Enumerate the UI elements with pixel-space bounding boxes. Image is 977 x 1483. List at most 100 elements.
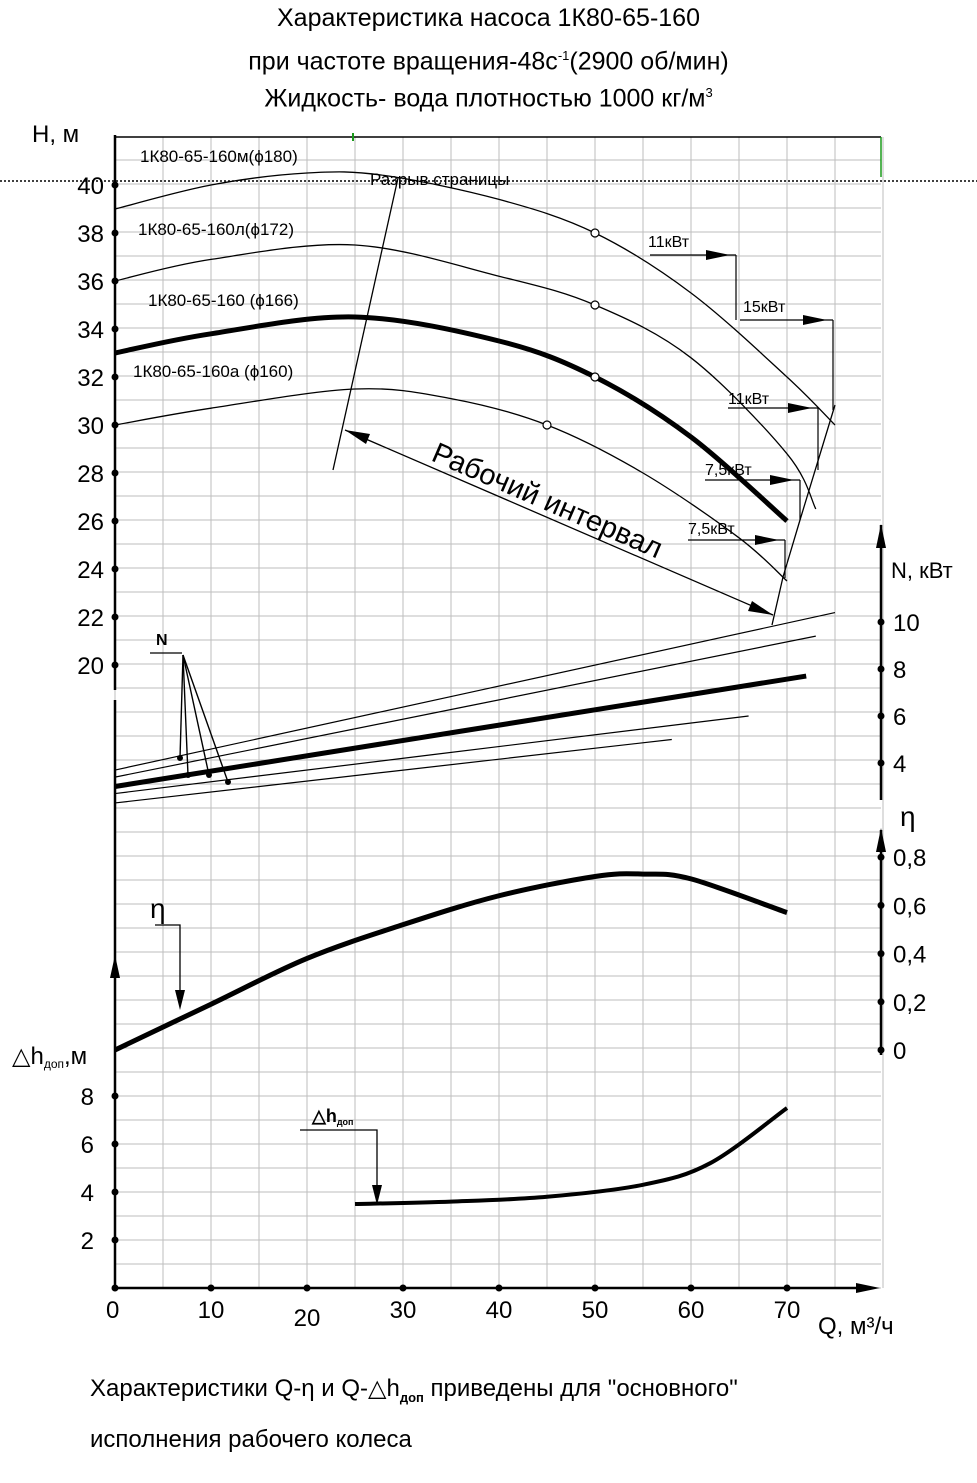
n-leader-line <box>182 654 189 776</box>
title-line3-sup: 3 <box>705 85 713 100</box>
power-leader-arrow <box>770 475 794 485</box>
h-tick-label: 36 <box>77 269 104 296</box>
dh-tick <box>111 1140 119 1148</box>
eta-tick-label: 0 <box>893 1038 906 1065</box>
dh-tick-label: 4 <box>81 1180 94 1207</box>
dh-axis-label: △hдоп,м <box>12 1043 87 1071</box>
title-line2-rest: (2900 об/мин) <box>569 47 729 76</box>
h-tick <box>111 469 119 477</box>
n-tick <box>877 712 885 720</box>
page-break-label: Разрыв страницы <box>370 170 509 189</box>
n-tick <box>877 759 885 767</box>
n-tick-label: 10 <box>893 610 920 637</box>
q-tick-label: 70 <box>774 1297 801 1324</box>
n-leader-line <box>179 654 184 759</box>
h-tick-label: 30 <box>77 413 104 440</box>
power-leader-arrow <box>706 250 730 260</box>
q-tick-label: 50 <box>582 1297 609 1324</box>
h-curve <box>114 388 788 582</box>
q-tick-label: 10 <box>198 1297 225 1324</box>
dh-curve-label: △hдоп <box>311 1106 354 1127</box>
eta-curve <box>113 871 788 1053</box>
dh-leader-line <box>300 1129 378 1190</box>
chart-title-line3: Жидкость- вода плотностью 1000 кг/м3 <box>0 77 977 114</box>
q-tick-label: 20 <box>294 1305 321 1332</box>
footer-line1-text: Характеристики Q-η и Q- <box>90 1375 369 1402</box>
n-curve-label: N <box>156 632 168 649</box>
h-tick-label: 26 <box>77 509 104 536</box>
n-axis-arrow <box>876 524 886 548</box>
dh-tick <box>111 1236 119 1244</box>
h-curve-label: 1К80-65-160 (ϕ166) <box>148 291 299 310</box>
working-interval-arrowhead <box>345 430 370 444</box>
title-line3-text: Жидкость- вода плотностью 1000 кг/м <box>264 84 706 113</box>
power-leader-arrow <box>755 535 779 545</box>
working-interval-arrowhead <box>748 601 773 615</box>
n-leader-tip <box>185 772 191 778</box>
h-tick-label: 22 <box>77 605 104 632</box>
n-tick <box>877 618 885 626</box>
footer-dh-symbol: △h <box>368 1375 400 1402</box>
footer-dh-sub: доп <box>399 1389 424 1405</box>
eta-tick <box>877 1046 885 1054</box>
dh-axis-unit: ,м <box>64 1043 87 1070</box>
footer-line1-rest: приведены для "основного" <box>423 1375 738 1402</box>
eta-tick <box>877 950 885 958</box>
h-tick <box>111 565 119 573</box>
q-tick <box>207 1284 215 1292</box>
h-tick-label: 20 <box>77 653 104 680</box>
h-tick-label: 40 <box>77 173 104 200</box>
n-curve <box>114 612 836 771</box>
operating-point-marker <box>590 372 600 382</box>
power-label: 15кВт <box>743 299 786 316</box>
n-leader-line <box>182 654 229 783</box>
h-tick <box>111 181 119 189</box>
dh-axis-sub: доп <box>44 1057 64 1071</box>
chart-title-line1: Характеристика насоса 1К80-65-160 <box>277 4 700 32</box>
chart-title-line2: при частоте вращения-48с-1(2900 об/мин) <box>0 40 977 77</box>
n-leader-tip <box>225 779 231 785</box>
q-tick <box>495 1284 503 1292</box>
q-tick-label: 30 <box>390 1297 417 1324</box>
h-curve <box>114 171 836 426</box>
eta-leader-arrow <box>175 990 185 1010</box>
q-tick <box>783 1284 791 1292</box>
power-leader-arrow <box>788 403 812 413</box>
h-tick <box>111 517 119 525</box>
n-axis-label: N, кВт <box>891 558 953 583</box>
eta-tick-label: 0,6 <box>893 893 926 920</box>
dh-tick <box>111 1188 119 1196</box>
dh-tick <box>111 1092 119 1100</box>
dh-tick-label: 2 <box>81 1228 94 1255</box>
q-tick-label: 60 <box>678 1297 705 1324</box>
eta-tick-label: 0,4 <box>893 942 926 969</box>
n-curve <box>114 715 749 795</box>
footer-line1: Характеристики Q-η и Q-△hдоп приведены д… <box>90 1374 738 1405</box>
operating-point-marker <box>590 300 600 310</box>
q-axis-label: Q, м³/ч <box>818 1313 894 1340</box>
h-axis-label: H, м <box>32 121 79 148</box>
h-tick-label: 24 <box>77 557 104 584</box>
eta-curve-label: η <box>150 893 166 924</box>
footer-line2: исполнения рабочего колеса <box>90 1426 412 1453</box>
n-tick <box>877 665 885 673</box>
n-tick-label: 6 <box>893 704 906 731</box>
h-tick-label: 32 <box>77 365 104 392</box>
h-tick <box>111 229 119 237</box>
h-tick-label: 38 <box>77 221 104 248</box>
eta-tick-label: 0,2 <box>893 990 926 1017</box>
dh-curve <box>354 1106 789 1206</box>
n-leader-tip <box>177 755 183 761</box>
dh-tick-label: 8 <box>81 1084 94 1111</box>
title-line2-text: при частоте вращения-48с <box>248 47 558 76</box>
eta-tick <box>877 998 885 1006</box>
eta-axis-arrow <box>876 828 886 852</box>
operating-point-marker <box>542 420 552 430</box>
h-tick <box>111 325 119 333</box>
dh-axis-arrow <box>110 955 120 978</box>
operating-point-marker <box>590 228 600 238</box>
q-tick-label: 40 <box>486 1297 513 1324</box>
q-tick <box>111 1284 119 1292</box>
h-curve-label: 1К80-65-160л(ϕ172) <box>138 220 294 239</box>
